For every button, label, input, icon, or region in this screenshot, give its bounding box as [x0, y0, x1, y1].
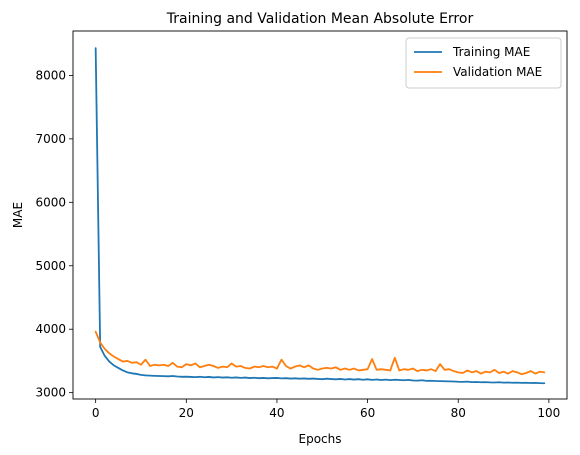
x-axis-label: Epochs — [299, 432, 342, 446]
x-tick-label-4: 80 — [451, 406, 466, 420]
legend: Training MAE Validation MAE — [405, 37, 562, 89]
ticks: 0 20 40 60 80 100 3000 4000 5000 6000 7000 8000 — [35, 68, 560, 420]
x-tick-label-2: 40 — [269, 406, 284, 420]
x-tick-label-1: 20 — [179, 406, 194, 420]
y-tick-label-5: 8000 — [35, 68, 66, 82]
legend-label-training: Training MAE — [452, 45, 530, 59]
x-tick-label-5: 100 — [537, 406, 560, 420]
y-axis-label: MAE — [11, 202, 25, 228]
y-tick-label-2: 5000 — [35, 259, 66, 273]
y-tick-label-1: 4000 — [35, 322, 66, 336]
legend-label-validation: Validation MAE — [453, 65, 542, 79]
y-tick-label-3: 6000 — [35, 195, 66, 209]
plot-area — [94, 47, 546, 385]
series-line-1 — [94, 330, 546, 376]
y-tick-label-0: 3000 — [35, 386, 66, 400]
chart-title: Training and Validation Mean Absolute Er… — [166, 11, 474, 27]
y-tick-label-4: 7000 — [35, 132, 66, 146]
legend-box — [405, 37, 562, 89]
axes-frame — [72, 30, 568, 400]
x-tick-label-0: 0 — [92, 406, 100, 420]
series-line-0 — [94, 47, 546, 385]
x-tick-label-3: 60 — [360, 406, 375, 420]
